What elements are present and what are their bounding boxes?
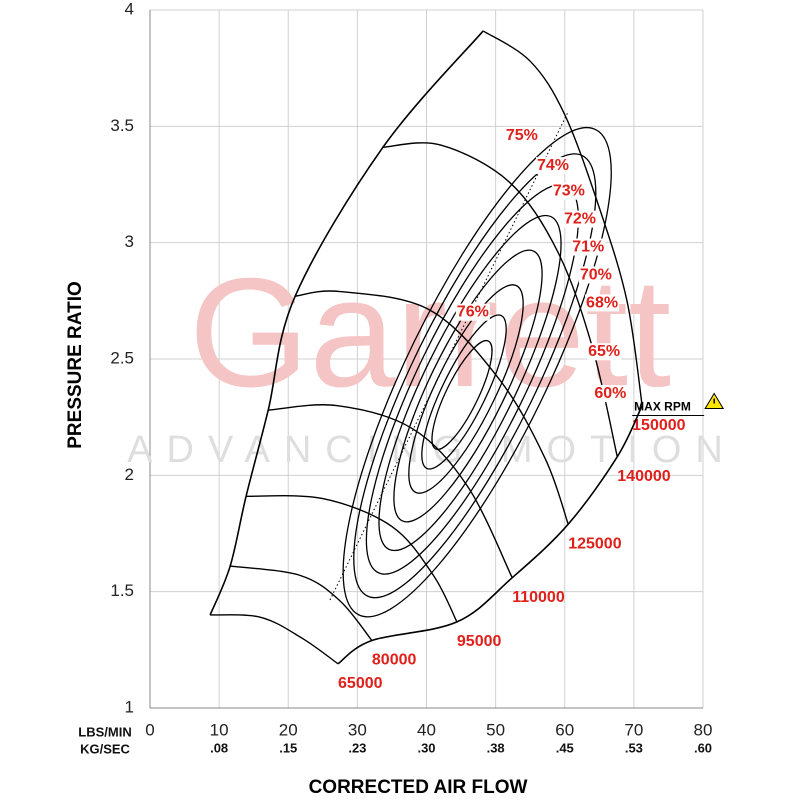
speed-line <box>230 565 373 641</box>
speed-label: 110000 <box>512 589 565 606</box>
speed-label: 80000 <box>372 652 417 669</box>
x-secondary-tick-label: .53 <box>625 740 643 755</box>
efficiency-label-bg <box>578 266 613 284</box>
x-tick-label: 0 <box>145 720 154 739</box>
x-tick-label: 70 <box>624 720 643 739</box>
x-secondary-tick-label: .30 <box>417 740 435 755</box>
y-axis-label: PRESSURE RATIO <box>65 281 86 449</box>
efficiency-label-bg <box>562 210 597 228</box>
y-tick-label: 2 <box>125 465 134 484</box>
surge-line <box>209 30 484 616</box>
x-tick-label: 80 <box>694 720 713 739</box>
efficiency-label-bg <box>455 303 490 321</box>
x-tick-label: 20 <box>279 720 298 739</box>
efficiency-label: 74% <box>537 157 569 174</box>
efficiency-contour <box>421 314 507 470</box>
x-tick-label: 30 <box>348 720 367 739</box>
speed-label: 140000 <box>617 468 670 485</box>
efficiency-label: 71% <box>572 239 604 256</box>
efficiency-contour <box>378 214 562 552</box>
x-secondary-tick-label: .60 <box>694 740 712 755</box>
y-tick-label: 1.5 <box>110 581 134 600</box>
efficiency-label-bg <box>593 385 628 403</box>
efficiency-label: 68% <box>586 294 618 311</box>
efficiency-contour <box>353 153 597 599</box>
choke-line <box>337 405 643 665</box>
x-units-label: LBS/MIN <box>78 724 131 739</box>
speed-label: 65000 <box>338 675 383 692</box>
efficiency-label: 72% <box>564 211 596 228</box>
y-tick-label: 3.5 <box>110 116 134 135</box>
speed-line <box>268 404 513 579</box>
x-secondary-tick-label: .15 <box>279 740 297 755</box>
x-secondary-tick-label: .23 <box>348 740 366 755</box>
x-tick-label: 40 <box>417 720 436 739</box>
x-axis-label: CORRECTED AIR FLOW <box>309 777 528 798</box>
x-tick-label: 60 <box>555 720 574 739</box>
efficiency-contour <box>393 249 543 523</box>
speed-line <box>382 142 618 457</box>
speed-line <box>295 290 569 525</box>
speed-line <box>482 30 643 406</box>
efficiency-label-bg <box>504 126 539 144</box>
x-tick-label: 10 <box>210 720 229 739</box>
y-tick-label: 2.5 <box>110 348 134 367</box>
efficiency-contour <box>431 339 493 451</box>
speed-label: 125000 <box>568 535 621 552</box>
grid <box>149 9 704 709</box>
x-secondary-tick-label: .38 <box>487 740 505 755</box>
y-tick-label: 3 <box>125 232 134 251</box>
speed-label: 150000 <box>632 417 685 434</box>
efficiency-label: 75% <box>506 127 538 144</box>
x-tick-label: 50 <box>486 720 505 739</box>
efficiency-label-bg <box>587 343 622 361</box>
plot: 0 10 20 30 40 50 60 70 80 .08 .15 .23 .30 .38 .45 .53 .6… <box>110 0 725 755</box>
max-rpm-label: MAX RPM <box>634 400 691 414</box>
efficiency-label-bg <box>571 238 606 256</box>
x-secondary-units-label: KG/SEC <box>80 741 130 756</box>
efficiency-label: 76% <box>457 304 489 321</box>
efficiency-label: 70% <box>580 266 612 283</box>
x-secondary-tick-label: .08 <box>210 740 228 755</box>
efficiency-label-bg <box>551 182 586 200</box>
y-tick-label: 4 <box>125 0 134 18</box>
peak-efficiency-line <box>329 111 569 601</box>
x-secondary-tick-label: .45 <box>556 740 574 755</box>
efficiency-label: 65% <box>588 343 620 360</box>
efficiency-label-bg <box>535 157 571 175</box>
efficiency-contour <box>342 126 612 618</box>
efficiency-label: 73% <box>553 183 585 200</box>
speed-line <box>246 494 458 623</box>
efficiency-label: 60% <box>594 385 626 402</box>
speed-line <box>210 614 339 665</box>
y-tick-label: 1 <box>125 697 134 716</box>
speed-label: 95000 <box>457 633 502 650</box>
efficiency-label-bg <box>585 294 620 312</box>
